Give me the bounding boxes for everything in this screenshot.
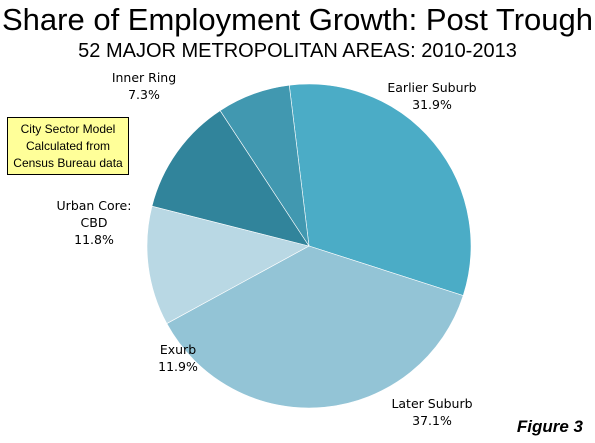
slice-label-urban-core-cbd: Urban Core: CBD 11.8%	[57, 198, 132, 247]
slice-label-line: Later Suburb	[391, 396, 472, 411]
source-note-box: City Sector Model Calculated from Census…	[7, 117, 129, 175]
pie-labels: Earlier Suburb 31.9% Later Suburb 37.1% Exur…	[57, 70, 477, 428]
slice-label-line: Exurb	[160, 342, 196, 357]
figure-label: Figure 3	[516, 417, 583, 436]
slice-label-line: 11.8%	[74, 232, 114, 247]
slice-label-line: Inner Ring	[112, 70, 176, 85]
slice-label-line: 11.9%	[158, 359, 198, 374]
slice-label-line: 37.1%	[412, 413, 452, 428]
chart-title: Share of Employment Growth: Post Trough	[2, 2, 593, 37]
slice-label-line: CBD	[81, 215, 108, 230]
source-note-line-3: Census Bureau data	[13, 156, 123, 170]
slice-label-exurb: Exurb 11.9%	[158, 342, 198, 374]
slice-label-earlier-suburb: Earlier Suburb 31.9%	[387, 80, 476, 112]
pie-slice-urban-core-cbd	[151, 110, 310, 247]
source-note-line-1: City Sector Model	[20, 122, 116, 136]
slice-label-later-suburb: Later Suburb 37.1%	[391, 396, 472, 428]
pie-slice-earlier-suburb	[288, 83, 472, 297]
slice-label-line: Earlier Suburb	[387, 80, 476, 95]
source-note-line-2: Calculated from	[25, 139, 111, 153]
slice-label-line: 31.9%	[412, 97, 452, 112]
slice-label-inner-ring: Inner Ring 7.3%	[112, 70, 176, 102]
slice-label-line: Urban Core:	[57, 198, 132, 213]
pie-slices	[146, 83, 472, 409]
pie-slice-inner-ring	[219, 84, 310, 247]
slice-label-line: 7.3%	[128, 87, 160, 102]
chart-subtitle: 52 MAJOR METROPOLITAN AREAS: 2010-2013	[78, 40, 517, 62]
pie-slice-exurb	[146, 205, 310, 324]
pie-slice-later-suburb	[166, 245, 464, 409]
